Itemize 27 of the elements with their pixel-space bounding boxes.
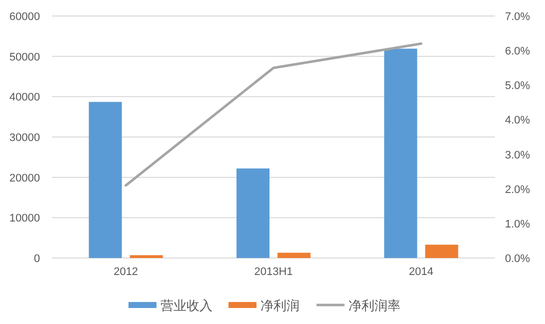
y2-tick-label: 4.0%: [505, 114, 530, 127]
x-tick-label: 2014: [408, 266, 434, 278]
legend-label: 营业收入: [160, 298, 212, 313]
bar: [236, 168, 270, 258]
y-tick-label: 60000: [9, 11, 40, 23]
bar: [425, 244, 458, 258]
bar: [384, 48, 418, 258]
y-tick-label: 40000: [9, 92, 40, 104]
y2-tick-label: 2.0%: [505, 184, 530, 196]
y2-tick-label: 0.0%: [505, 253, 530, 265]
y-tick-label: 0: [34, 253, 40, 265]
bar: [88, 102, 122, 258]
x-tick-label: 2013H1: [254, 266, 293, 278]
bar: [130, 255, 163, 258]
y-tick-label: 10000: [9, 212, 40, 225]
y2-tick-label: 7.0%: [505, 11, 530, 23]
bar: [278, 252, 310, 258]
legend-label: 净利润: [260, 298, 300, 313]
y2-tick-label: 1.0%: [505, 218, 530, 230]
x-tick-label: 2012: [114, 266, 138, 278]
y2-tick-label: 6.0%: [505, 46, 530, 58]
y2-tick-label: 5.0%: [505, 80, 530, 92]
y-tick-label: 20000: [9, 172, 40, 184]
y-tick-label: 50000: [9, 51, 40, 64]
y-tick-label: 30000: [9, 132, 40, 144]
legend-label: 净利润率: [348, 298, 400, 313]
y2-tick-label: 3.0%: [505, 149, 530, 162]
